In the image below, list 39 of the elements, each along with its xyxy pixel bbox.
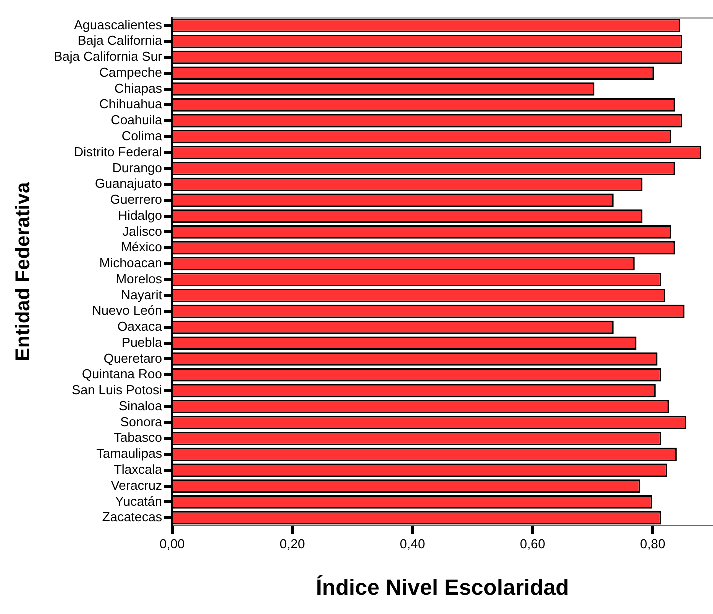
y-tick-label: Coahuila <box>111 112 164 128</box>
x-tick-label: 0,40 <box>400 536 426 552</box>
y-tick-label: Quintana Roo <box>82 366 162 382</box>
y-tick-label: Chihuahua <box>99 96 164 112</box>
y-tick-label: Sinaloa <box>119 398 164 414</box>
y-tick-label: Michoacan <box>100 256 162 271</box>
y-tick-label: Morelos <box>116 271 163 286</box>
y-tick-label: Distrito Federal <box>74 144 162 160</box>
y-tick-label: Aguascalientes <box>74 17 163 32</box>
y-tick-label: Tlaxcala <box>114 462 164 477</box>
y-tick-label: Sonora <box>120 414 164 430</box>
y-tick-label: Oaxaca <box>118 319 164 334</box>
x-tick-label: 0,00 <box>160 536 186 552</box>
y-tick-label: Queretaro <box>104 350 162 366</box>
y-tick-label: Jalisco <box>122 224 162 239</box>
y-tick-label: Baja California Sur <box>54 49 164 64</box>
y-tick-label: Durango <box>112 160 162 176</box>
y-axis-title: Entidad Federativa <box>12 182 35 362</box>
y-tick-label: Guerrero <box>110 192 162 208</box>
y-tick-label: Campeche <box>100 64 162 80</box>
y-tick-label: Tamaulipas <box>96 446 163 462</box>
y-tick-label: Zacatecas <box>102 510 163 525</box>
y-tick-label: Guanajuato <box>95 176 162 192</box>
y-tick-label: Puebla <box>122 334 164 350</box>
y-tick-label: Veracruz <box>111 478 162 493</box>
x-tick-label: 0,80 <box>640 536 666 552</box>
y-tick-label: Colima <box>122 128 164 144</box>
y-tick-label: Nuevo León <box>92 303 162 318</box>
x-axis-title: Índice Nivel Escolaridad <box>316 574 570 600</box>
y-tick-label: Nayarit <box>121 287 163 302</box>
y-tick-label: Hidalgo <box>118 208 162 223</box>
y-tick-label: San Luis Potosi <box>72 382 162 398</box>
y-tick-label: Baja California <box>78 33 164 48</box>
x-tick-label: 0,20 <box>280 536 306 552</box>
x-tick-label: 0,60 <box>520 536 546 552</box>
y-tick-label: México <box>121 240 162 255</box>
y-tick-label: Chiapas <box>114 80 163 96</box>
y-tick-label: Tabasco <box>114 430 162 446</box>
y-tick-label: Yucatán <box>115 494 162 509</box>
